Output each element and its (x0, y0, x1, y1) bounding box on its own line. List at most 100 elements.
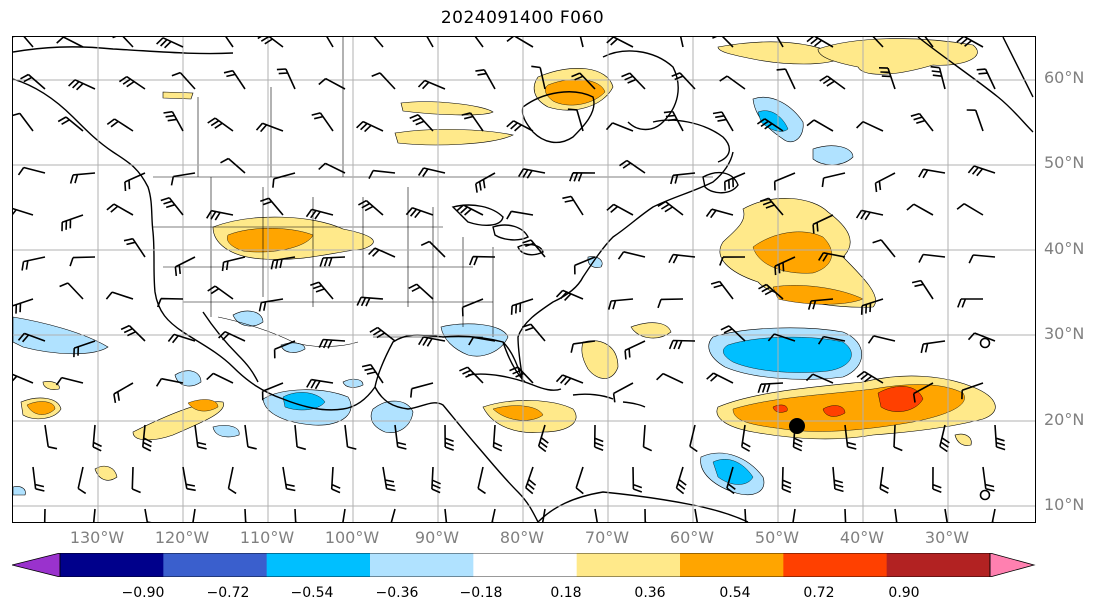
wind-barb (994, 424, 1006, 451)
coastlines (13, 37, 1034, 522)
wind-barb (606, 203, 634, 216)
lon-label-120w: 120°W (154, 528, 210, 547)
wind-barb (781, 466, 792, 494)
wind-barb (911, 279, 934, 300)
wind-barb (73, 340, 96, 358)
wind-barb (13, 37, 34, 48)
wind-barb (356, 296, 384, 307)
wind-barb (776, 68, 796, 90)
wind-barb (261, 382, 284, 401)
wind-barb (171, 71, 196, 90)
negative-anomaly-area (440, 323, 509, 357)
map-canvas (13, 37, 1035, 522)
colorbar-segment (60, 553, 164, 577)
wind-barb (878, 67, 896, 90)
wind-barb (156, 297, 184, 308)
wind-barb (59, 282, 84, 300)
lat-label-50n: 50°N (1044, 153, 1085, 172)
wind-barb (606, 37, 634, 48)
wind-barb (818, 252, 846, 262)
wind-barb (860, 298, 884, 315)
wind-barb (712, 37, 734, 48)
negative-anomaly-area (712, 459, 754, 485)
wind-barb (642, 424, 653, 452)
wind-barb (192, 508, 196, 522)
wind-barb (720, 325, 746, 342)
colorbar-segment (680, 553, 784, 577)
wind-barb (32, 466, 45, 492)
wind-barb (142, 424, 153, 452)
state-borders (153, 37, 713, 347)
wind-barb (368, 247, 396, 258)
wind-barb (56, 37, 84, 48)
wind-barb (855, 209, 884, 221)
wind-barb (459, 366, 484, 384)
wind-barb (174, 256, 196, 276)
wind-barb (967, 332, 996, 342)
wind-barb (311, 112, 334, 132)
map-panel (12, 36, 1036, 523)
wind-barb (276, 68, 296, 90)
anomaly-contours (13, 38, 996, 496)
wind-barb (13, 207, 34, 216)
wind-barb (318, 77, 346, 90)
lon-label-50w: 50°W (754, 528, 800, 547)
positive-anomaly-area (752, 231, 832, 274)
wind-barb (156, 37, 184, 49)
colorbar-tick-label: 0.54 (719, 585, 751, 601)
wind-barbs (13, 37, 1006, 522)
negative-anomaly-area (174, 370, 202, 387)
wind-barb (767, 333, 796, 342)
wind-barb (918, 253, 946, 263)
wind-barb (679, 37, 684, 48)
wind-barb (817, 335, 846, 345)
wind-barb (670, 172, 696, 185)
wind-barb (920, 340, 946, 354)
wind-barb (244, 508, 248, 522)
colorbar-tick-label: −0.54 (290, 585, 334, 601)
wind-barb (394, 424, 407, 450)
wind-barb (418, 336, 446, 347)
wind-barb (409, 114, 434, 132)
wind-barb (694, 508, 699, 522)
colorbar-max-arrow (989, 552, 1036, 578)
wind-barb (92, 508, 96, 522)
wind-barb (657, 298, 684, 309)
wind-barb (924, 37, 934, 48)
wind-barb (257, 37, 284, 48)
wind-barb (258, 298, 284, 312)
wind-barb (356, 120, 384, 133)
wind-barb (573, 256, 596, 275)
wind-barb (612, 382, 634, 403)
wind-barb (310, 281, 334, 300)
wind-barb (207, 117, 234, 132)
wind-barb (155, 377, 184, 387)
wind-barb (477, 466, 486, 495)
plot-title: 2024091400 F060 (440, 8, 605, 28)
lon-label-100w: 100°W (324, 528, 380, 547)
colorbar-segment (473, 553, 578, 577)
wind-barb (806, 37, 834, 48)
wind-barb (373, 37, 384, 48)
lat-label-10n: 10°N (1044, 495, 1085, 514)
wind-barb (270, 256, 296, 270)
wind-barb (792, 508, 796, 522)
wind-barb (918, 168, 946, 179)
wind-barb (13, 373, 34, 384)
negative-anomaly-area (370, 400, 414, 433)
wind-barb (220, 157, 246, 174)
wind-barb (69, 256, 96, 267)
wind-barb (966, 109, 984, 132)
wind-barb (982, 466, 995, 492)
wind-barb (712, 111, 734, 132)
wind-barb (44, 424, 58, 450)
wind-barb (417, 79, 446, 90)
wind-barb (227, 466, 237, 495)
wind-barb (17, 332, 46, 343)
lon-label-70w: 70°W (584, 528, 630, 547)
wind-barb (368, 169, 396, 179)
wind-barb (867, 335, 896, 344)
wind-barb (431, 466, 441, 494)
wind-barb (570, 340, 596, 353)
wind-barb (17, 166, 46, 176)
